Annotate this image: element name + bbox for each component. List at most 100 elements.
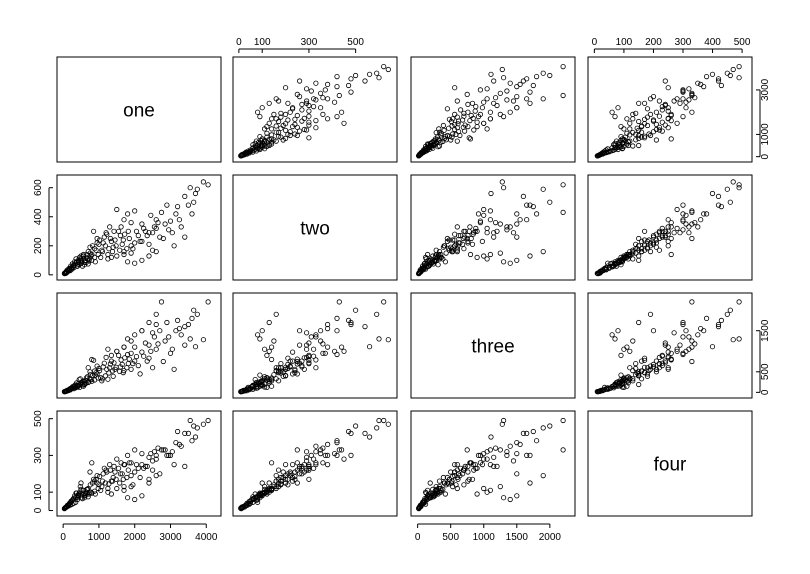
- tick-label: 0: [236, 37, 242, 48]
- data-point: [727, 199, 733, 205]
- panel-frame: [56, 174, 222, 281]
- data-point: [514, 94, 520, 100]
- data-point: [715, 76, 722, 82]
- data-point: [680, 321, 686, 328]
- data-point: [366, 434, 373, 440]
- data-point: [647, 311, 654, 317]
- data-point: [647, 240, 654, 246]
- data-point: [285, 100, 291, 106]
- data-point: [331, 99, 338, 105]
- data-point: [92, 377, 98, 383]
- data-point: [524, 452, 530, 458]
- data-point: [111, 228, 117, 234]
- data-point: [465, 240, 471, 246]
- data-point: [141, 353, 147, 359]
- data-point: [460, 235, 466, 242]
- data-point: [594, 388, 600, 395]
- data-point: [727, 307, 733, 313]
- data-point: [366, 344, 373, 350]
- data-point: [104, 231, 110, 237]
- data-point: [271, 338, 277, 344]
- data-point: [299, 118, 305, 124]
- data-point: [659, 128, 665, 134]
- data-point: [641, 135, 648, 141]
- data-point: [97, 367, 103, 374]
- data-point: [306, 360, 312, 367]
- data-point: [612, 383, 618, 390]
- data-point: [627, 251, 633, 258]
- data-point: [484, 225, 490, 231]
- data-point: [416, 270, 422, 276]
- data-point: [465, 233, 471, 239]
- data-point: [507, 496, 513, 503]
- data-point: [89, 257, 95, 263]
- data-point: [114, 456, 120, 462]
- data-point: [171, 461, 177, 468]
- data-point: [736, 185, 742, 191]
- data-point: [178, 332, 184, 338]
- data-point: [432, 136, 439, 142]
- data-point: [292, 367, 298, 374]
- data-point: [301, 469, 307, 475]
- data-point: [653, 358, 660, 364]
- data-point: [132, 344, 138, 350]
- data-point: [259, 136, 265, 142]
- data-point: [487, 116, 493, 122]
- data-point: [376, 417, 382, 424]
- data-point: [560, 209, 566, 215]
- data-point: [116, 228, 122, 234]
- data-point: [680, 218, 686, 224]
- data-point: [117, 233, 124, 239]
- data-point: [500, 75, 507, 81]
- data-point: [100, 240, 106, 246]
- data-point: [282, 111, 289, 118]
- data-point: [540, 249, 546, 255]
- data-point: [191, 423, 197, 429]
- data-point: [715, 321, 722, 328]
- data-point: [612, 261, 618, 267]
- data-point: [520, 430, 527, 436]
- data-point: [540, 472, 546, 479]
- panel-frame: [56, 56, 222, 163]
- data-point: [481, 120, 487, 126]
- data-point: [479, 238, 485, 244]
- data-point: [680, 202, 686, 208]
- tick-label: 0: [592, 37, 598, 48]
- data-point: [292, 473, 298, 480]
- data-point: [647, 111, 654, 118]
- data-point: [266, 100, 272, 106]
- data-point: [455, 243, 461, 249]
- data-point: [289, 461, 296, 468]
- data-point: [481, 99, 487, 105]
- variable-label-three: three: [471, 337, 514, 358]
- data-point: [109, 368, 116, 374]
- data-point: [662, 234, 668, 240]
- data-point: [303, 100, 310, 106]
- data-point: [436, 249, 443, 255]
- data-point: [653, 369, 660, 375]
- data-point: [310, 465, 317, 471]
- data-point: [683, 328, 689, 334]
- data-point: [303, 98, 310, 104]
- data-point: [624, 251, 630, 258]
- data-point: [454, 138, 460, 144]
- data-point: [644, 246, 651, 252]
- data-point: [715, 78, 722, 84]
- tick-label: 100: [254, 37, 271, 48]
- data-point: [153, 456, 159, 462]
- data-point: [182, 430, 188, 436]
- data-point: [381, 64, 387, 70]
- data-point: [440, 256, 446, 262]
- data-point: [674, 120, 680, 126]
- data-point: [472, 108, 478, 114]
- data-point: [301, 115, 307, 122]
- data-point: [268, 344, 275, 350]
- data-point: [454, 114, 460, 120]
- data-point: [336, 299, 342, 305]
- data-point: [730, 179, 736, 185]
- data-point: [292, 131, 298, 137]
- data-point: [457, 465, 464, 471]
- data-point: [313, 365, 319, 371]
- data-point: [484, 256, 490, 262]
- data-point: [424, 144, 430, 151]
